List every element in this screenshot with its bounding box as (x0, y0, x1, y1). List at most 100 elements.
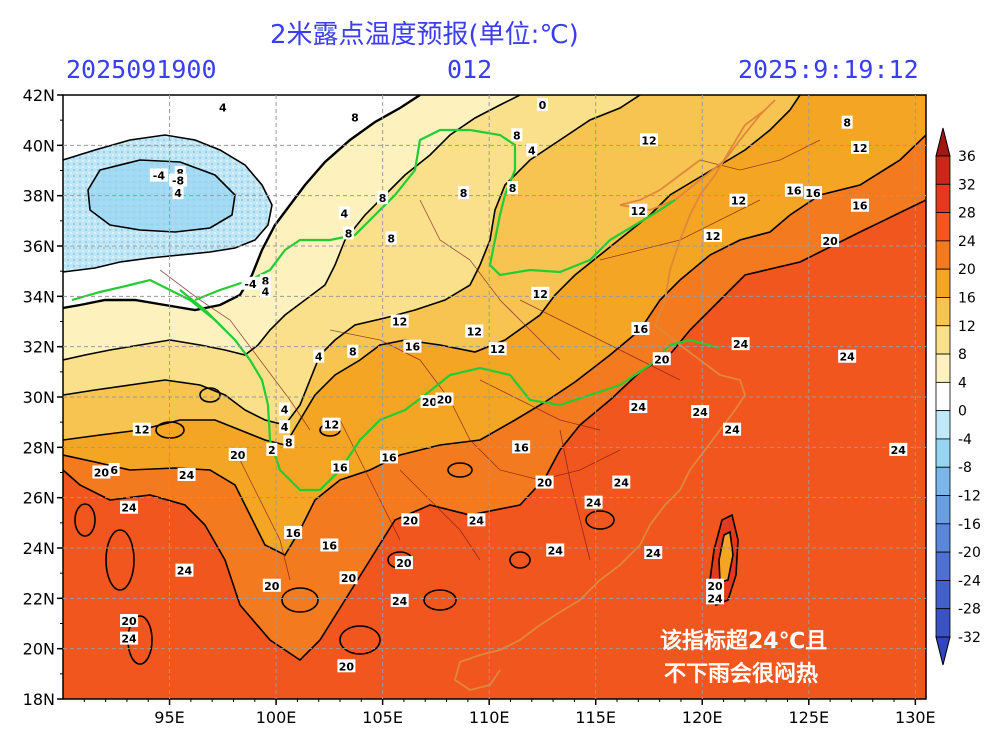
lon-label: 130E (895, 708, 936, 727)
colorbar-tick-label: 8 (958, 347, 967, 363)
lat-label: 18N (23, 690, 55, 709)
contour-label-bg (132, 422, 151, 436)
contour-label: 16 (513, 441, 529, 454)
graticule (63, 95, 926, 699)
lat-label: 22N (23, 589, 55, 608)
contour-label: 24 (646, 547, 662, 560)
contour-label: 12 (641, 134, 656, 147)
colorbar-swatch (935, 523, 951, 553)
contour-label: 8 (387, 232, 395, 245)
contour-label: 24 (614, 477, 630, 490)
contour-label-bg (629, 400, 648, 414)
lat-label: 38N (23, 187, 55, 206)
lat-label: 34N (23, 287, 55, 306)
contour-label-bg (349, 110, 361, 124)
contour-label-bg (703, 228, 722, 242)
contour-label-bg (108, 462, 120, 476)
colorbar-tick-label: 16 (958, 290, 976, 306)
contour-label: 24 (177, 565, 193, 578)
contour-label-bg (92, 465, 111, 479)
contour-label: 20 (339, 660, 355, 673)
contour-label: 6 (110, 464, 118, 477)
lat-label: 24N (23, 539, 55, 558)
colorbar-tick-label: 20 (958, 262, 976, 278)
contour-label-bg (320, 538, 339, 552)
colorbar-tick-label: -32 (958, 630, 981, 646)
lon-label: 120E (682, 708, 723, 727)
contour-label-bg (331, 460, 350, 474)
contour-label-bg (390, 314, 409, 328)
contour-label: 20 (230, 449, 246, 462)
contour-label-bg (629, 203, 648, 217)
colorbar-swatch (935, 551, 951, 581)
colorbar-swatch (935, 240, 951, 270)
contour-label: 8 (351, 112, 359, 125)
contour-label-bg (313, 349, 325, 363)
contour-label: 24 (733, 338, 749, 351)
contour-label-bg (652, 352, 671, 366)
contour-label: 12 (705, 230, 720, 243)
contour-label-bg (279, 420, 291, 434)
contour-label: 16 (322, 539, 338, 552)
contour-label-bg (584, 495, 603, 509)
run-time-label: 2025091900 (66, 55, 217, 84)
contour-label-bg (377, 191, 389, 205)
contour-label: 8 (843, 117, 851, 130)
contour-label: 16 (285, 527, 301, 540)
contour-label-bg (644, 546, 663, 560)
contour-label-bg (850, 140, 869, 154)
contour-label: 20 (822, 235, 838, 248)
coastline (453, 109, 766, 691)
contour-label-bg (507, 181, 519, 195)
contour-label: 24 (724, 424, 740, 437)
contour-label: 24 (692, 406, 708, 419)
coastline-north (619, 99, 776, 211)
contour-label: -4 (244, 278, 257, 291)
lon-label: 125E (788, 708, 829, 727)
contour-label-bg (174, 166, 186, 180)
colorbar-swatch (935, 608, 951, 638)
contour-label: 4 (528, 144, 536, 157)
contour-label: 24 (891, 444, 907, 457)
lat-label: 42N (23, 86, 55, 105)
contour-label: 24 (121, 633, 137, 646)
contour-label-bg (784, 183, 803, 197)
annotation-line-1: 该指标超24℃且 (660, 628, 827, 654)
contour-label-bg (821, 233, 840, 247)
contour-label-bg (838, 349, 857, 363)
colorbar-tick-label: -12 (958, 489, 981, 505)
colorbar-tick-label: 24 (958, 234, 976, 250)
contour-label: 12 (392, 316, 407, 329)
contour-label: -8 (172, 175, 184, 188)
colorbar-swatch (935, 580, 951, 610)
contour-label-bg (394, 556, 413, 570)
contour-label: 16 (332, 461, 348, 474)
contour-label-bg (546, 543, 565, 557)
contour-label-bg (385, 231, 397, 245)
contour-label: 8 (176, 167, 184, 180)
colorbar-tick-label: -28 (958, 602, 981, 618)
colorbar-top-arrow (935, 127, 951, 157)
contour-label-bg (401, 513, 420, 527)
colorbar-tick-label: 28 (958, 206, 976, 222)
lon-label: 105E (362, 708, 403, 727)
contour-label: 4 (281, 404, 289, 417)
contour-label-bg (217, 100, 229, 114)
latitude-labels: 42N 40N 38N 36N 34N 32N 30N 28N 26N 24N 22N 20N 18N (23, 86, 55, 709)
contour-label-bg (241, 276, 260, 290)
contour-label: 24 (548, 545, 564, 558)
colorbar-swatch (935, 183, 951, 213)
contour-label-bg (172, 186, 184, 200)
contour-label-bg (403, 339, 422, 353)
contour-label-bg (175, 563, 194, 577)
contour-label-bg (420, 395, 439, 409)
contour-label-bg (169, 173, 188, 187)
contour-label-bg (804, 186, 823, 200)
contour-label-bg (526, 143, 538, 157)
contour-label: 16 (381, 451, 397, 464)
lon-label: 95E (154, 708, 184, 727)
contour-label: 12 (731, 195, 746, 208)
contour-label-bg (729, 193, 748, 207)
colorbar-tick-label: -8 (958, 460, 972, 476)
